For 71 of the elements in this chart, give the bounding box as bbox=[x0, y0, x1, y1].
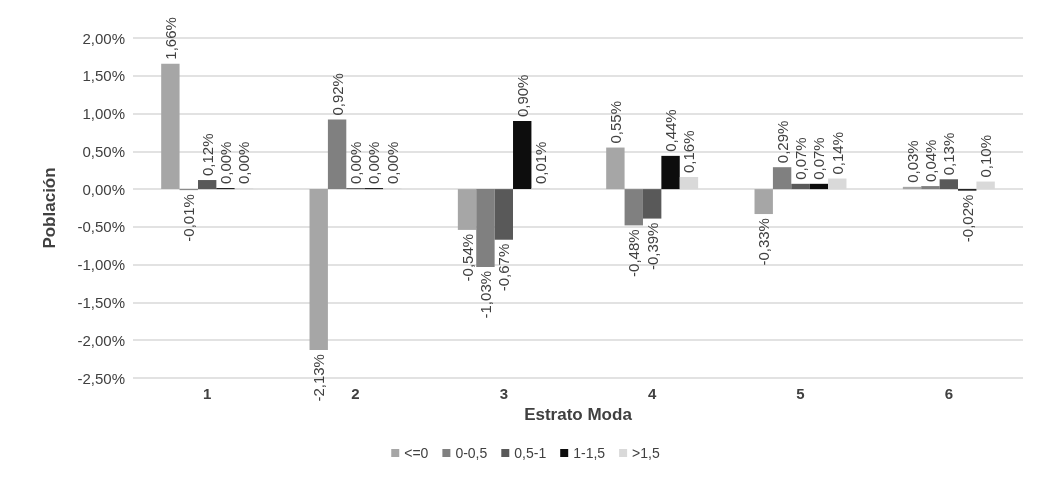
bar bbox=[772, 167, 792, 190]
data-label: 0,55% bbox=[606, 101, 624, 144]
x-tick-label: 6 bbox=[944, 385, 954, 402]
x-axis-title: Estrato Moda bbox=[524, 404, 633, 424]
data-label: -0,33% bbox=[755, 218, 773, 266]
data-label: 0,07% bbox=[810, 137, 828, 180]
legend-label: 0-0,5 bbox=[455, 445, 488, 461]
bar bbox=[309, 189, 328, 351]
data-label: 0,00% bbox=[365, 141, 383, 185]
x-tick-label: 1 bbox=[202, 385, 212, 402]
y-tick-label: 0,00% bbox=[82, 180, 125, 198]
data-label: 1,66% bbox=[161, 17, 179, 60]
y-tick-label: 0,50% bbox=[82, 142, 125, 160]
data-label: 0,01% bbox=[532, 141, 550, 185]
data-label: 0,44% bbox=[662, 109, 680, 152]
data-label: 0,10% bbox=[977, 135, 995, 178]
bar bbox=[624, 189, 643, 226]
data-label: -0,02% bbox=[958, 194, 976, 243]
bar bbox=[606, 147, 625, 190]
data-label: 0,00% bbox=[347, 141, 364, 185]
bar bbox=[513, 121, 532, 190]
data-label: 0,04% bbox=[921, 139, 939, 183]
x-tick-label: 2 bbox=[351, 385, 360, 402]
y-tick-label: -2,00% bbox=[77, 331, 125, 349]
data-label: -0,39% bbox=[643, 222, 661, 271]
y-tick-label: -1,00% bbox=[77, 256, 125, 274]
legend-label: 0,5-1 bbox=[514, 445, 547, 461]
bar bbox=[457, 189, 477, 230]
y-axis-title: Población bbox=[40, 167, 59, 249]
data-label: -2,13% bbox=[310, 354, 328, 402]
data-label: -1,03% bbox=[476, 270, 494, 319]
bar bbox=[642, 189, 662, 219]
data-label: -0,54% bbox=[458, 233, 476, 282]
data-label: -0,01% bbox=[180, 194, 198, 242]
data-label: 0,07% bbox=[792, 137, 809, 180]
data-label: 0,16% bbox=[680, 130, 698, 174]
legend-label: >1,5 bbox=[632, 445, 660, 461]
data-label: 0,90% bbox=[513, 74, 531, 118]
legend-label: <=0 bbox=[404, 445, 429, 461]
bar bbox=[476, 189, 495, 267]
bar bbox=[494, 189, 514, 240]
data-label: 0,03% bbox=[903, 140, 921, 183]
y-tick-label: -0,50% bbox=[77, 218, 125, 236]
data-label: 0,00% bbox=[235, 141, 253, 185]
data-label: 0,13% bbox=[940, 132, 958, 176]
data-label: 0,29% bbox=[773, 120, 791, 164]
y-tick-label: 2,00% bbox=[82, 29, 125, 47]
data-label: 0,00% bbox=[217, 141, 235, 185]
bar bbox=[327, 119, 347, 190]
legend-label: 1-1,5 bbox=[573, 445, 606, 461]
y-tick-label: -2,50% bbox=[77, 369, 125, 387]
bar bbox=[197, 180, 217, 190]
bar bbox=[809, 183, 829, 190]
data-label: 0,14% bbox=[828, 131, 846, 175]
bar bbox=[161, 63, 180, 190]
data-label: 0,00% bbox=[383, 141, 401, 185]
bar bbox=[754, 189, 773, 215]
data-label: 0,92% bbox=[328, 73, 346, 116]
x-tick-label: 3 bbox=[499, 385, 509, 402]
bar bbox=[791, 183, 810, 190]
bar bbox=[661, 155, 680, 190]
data-label: -0,48% bbox=[625, 229, 643, 277]
y-tick-label: 1,50% bbox=[82, 67, 125, 85]
x-tick-label: 5 bbox=[796, 385, 805, 402]
bar bbox=[921, 186, 940, 190]
data-label: 0,12% bbox=[198, 133, 216, 177]
bar bbox=[939, 179, 959, 190]
data-label: -0,67% bbox=[495, 243, 513, 292]
x-tick-label: 4 bbox=[647, 385, 657, 402]
y-tick-label: 1,00% bbox=[82, 105, 125, 123]
y-tick-label: -1,50% bbox=[77, 293, 125, 311]
